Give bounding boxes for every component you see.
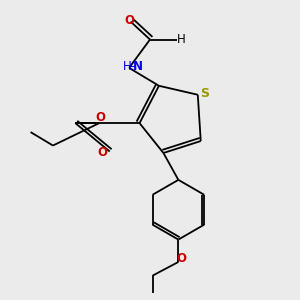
Text: O: O [124, 14, 134, 27]
Text: S: S [200, 87, 209, 101]
Text: O: O [176, 252, 186, 265]
Text: N: N [133, 60, 142, 73]
Text: H: H [123, 60, 132, 73]
Text: O: O [96, 111, 106, 124]
Text: H: H [177, 33, 186, 46]
Text: O: O [97, 146, 107, 160]
